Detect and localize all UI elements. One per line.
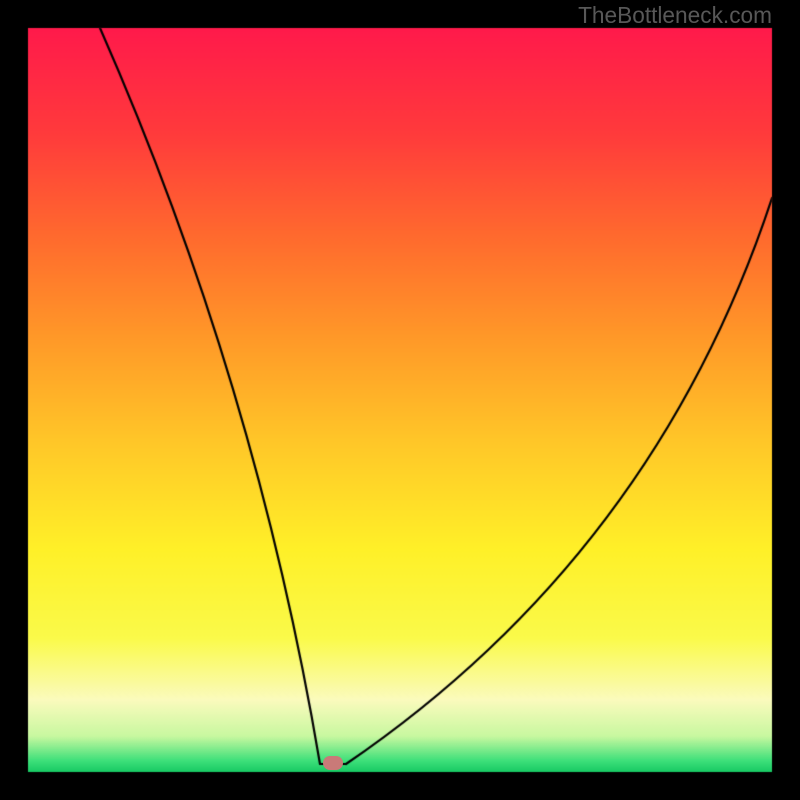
bottleneck-curve — [0, 0, 800, 800]
curve-vertex-marker — [323, 756, 343, 770]
chart-stage: TheBottleneck.com — [0, 0, 800, 800]
gradient-background — [0, 0, 800, 800]
watermark-text: TheBottleneck.com — [578, 2, 772, 29]
